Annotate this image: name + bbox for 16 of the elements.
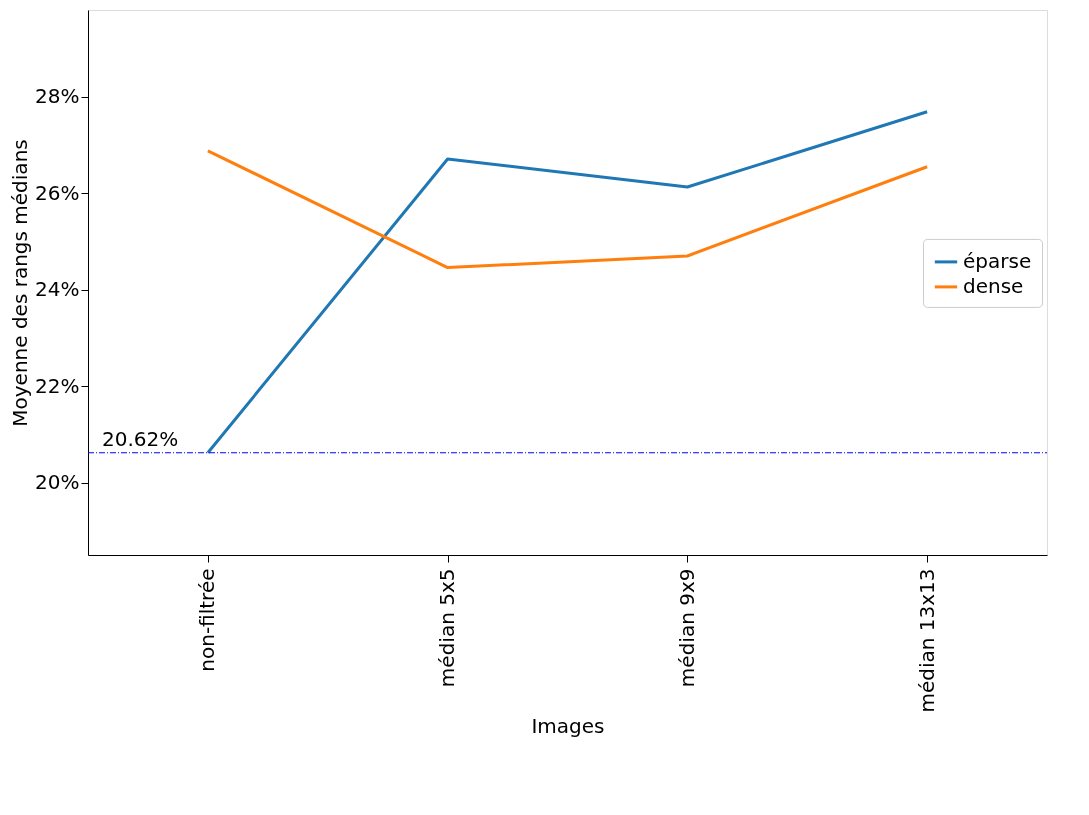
y-tick-label: 26% <box>35 180 80 205</box>
y-tick-label: 20% <box>35 470 80 495</box>
line-series <box>206 110 929 455</box>
x-tick-label: médian 9x9 <box>674 568 699 688</box>
line-series <box>206 149 929 270</box>
y-axis-title: Moyenne des rangs médians <box>8 139 33 427</box>
x-tick-label: médian 5x5 <box>435 568 460 688</box>
y-tick-label: 22% <box>35 373 80 398</box>
x-axis-title: Images <box>531 713 605 738</box>
x-tick-label: médian 13x13 <box>914 568 939 713</box>
legend-label: dense <box>963 273 1024 298</box>
y-tick-label: 28% <box>35 84 80 109</box>
legend-label: éparse <box>963 248 1032 273</box>
y-tick-label: 24% <box>35 277 80 302</box>
ref-line-label: 20.62% <box>102 426 179 451</box>
x-tick-label: non-filtrée <box>195 568 220 672</box>
